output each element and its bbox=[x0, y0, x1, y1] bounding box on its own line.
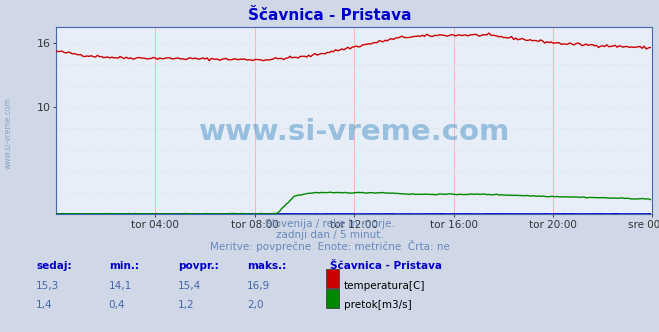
Text: sedaj:: sedaj: bbox=[36, 261, 72, 271]
Text: 15,3: 15,3 bbox=[36, 281, 59, 290]
Text: temperatura[C]: temperatura[C] bbox=[344, 281, 426, 290]
Text: 16,9: 16,9 bbox=[247, 281, 270, 290]
Text: zadnji dan / 5 minut.: zadnji dan / 5 minut. bbox=[275, 230, 384, 240]
Text: Ščavnica - Pristava: Ščavnica - Pristava bbox=[330, 261, 442, 271]
Text: Meritve: povprečne  Enote: metrične  Črta: ne: Meritve: povprečne Enote: metrične Črta:… bbox=[210, 240, 449, 252]
Text: 0,4: 0,4 bbox=[109, 300, 125, 310]
Text: www.si-vreme.com: www.si-vreme.com bbox=[3, 97, 13, 169]
Text: 2,0: 2,0 bbox=[247, 300, 264, 310]
Text: 14,1: 14,1 bbox=[109, 281, 132, 290]
Text: 1,2: 1,2 bbox=[178, 300, 194, 310]
Text: 15,4: 15,4 bbox=[178, 281, 201, 290]
Text: maks.:: maks.: bbox=[247, 261, 287, 271]
Text: min.:: min.: bbox=[109, 261, 139, 271]
Text: www.si-vreme.com: www.si-vreme.com bbox=[198, 118, 510, 146]
Text: Slovenija / reke in morje.: Slovenija / reke in morje. bbox=[264, 219, 395, 229]
Text: 1,4: 1,4 bbox=[36, 300, 53, 310]
Text: Ščavnica - Pristava: Ščavnica - Pristava bbox=[248, 8, 411, 23]
Text: pretok[m3/s]: pretok[m3/s] bbox=[344, 300, 412, 310]
Text: povpr.:: povpr.: bbox=[178, 261, 219, 271]
